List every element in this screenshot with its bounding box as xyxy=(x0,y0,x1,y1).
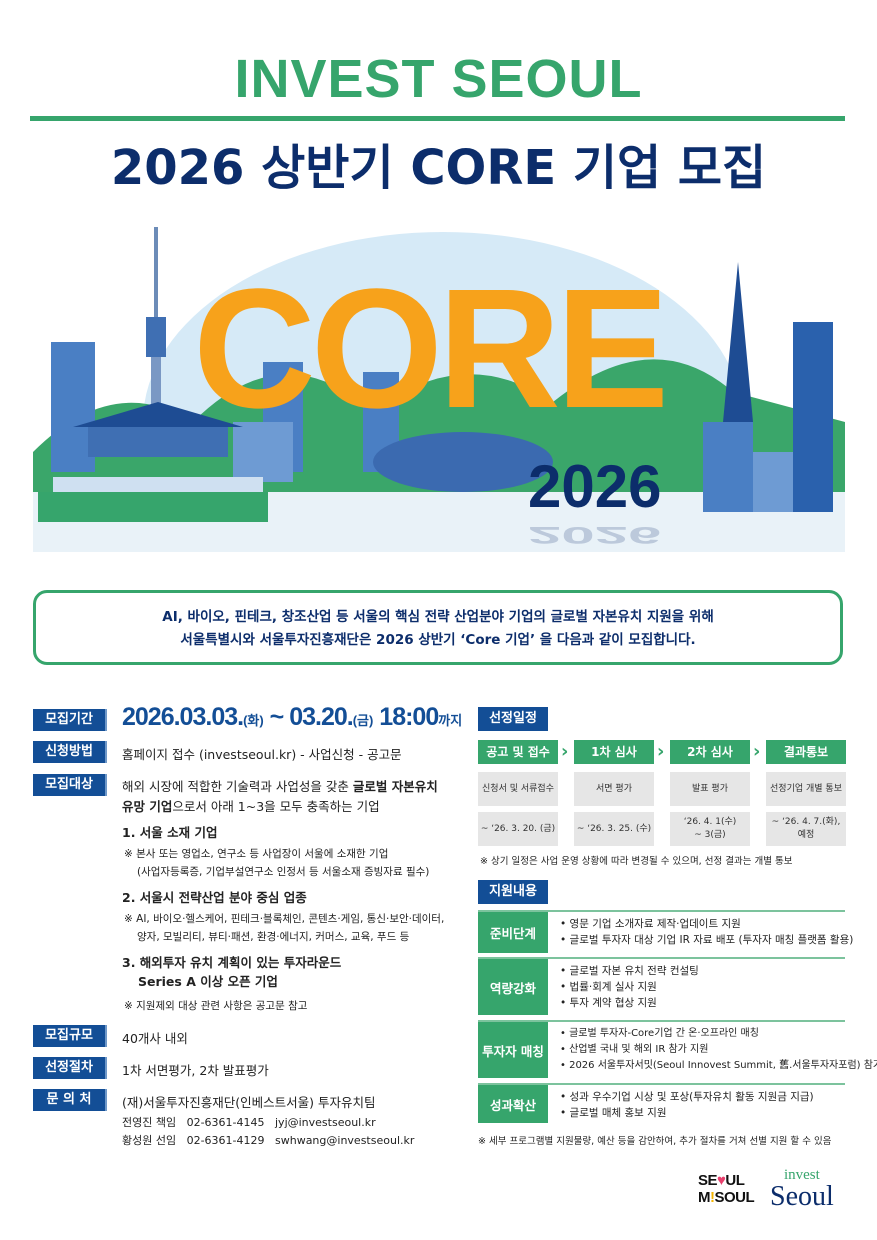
support-row: 성과확산 성과 우수기업 시상 및 포상(투자유치 활동 지원금 지급)글로벌 … xyxy=(478,1083,845,1123)
support-label: 지원내용 xyxy=(478,880,548,904)
year-text: 2026 xyxy=(528,453,661,520)
step-header: 공고 및 접수 xyxy=(478,740,558,764)
step-desc: 신청서 및 서류접수 xyxy=(478,772,558,806)
year-reflection: 2026 xyxy=(528,522,661,549)
step-header: 2차 심사 xyxy=(670,740,750,764)
intro-box: AI, 바이오, 핀테크, 창조산업 등 서울의 핵심 전략 산업분야 기업의 … xyxy=(33,590,843,665)
target-line-2: 유망 기업으로서 아래 1~3을 모두 충족하는 기업 xyxy=(122,799,380,814)
divider xyxy=(30,116,845,121)
step-desc: 선정기업 개별 통보 xyxy=(766,772,846,806)
palace xyxy=(38,402,268,522)
step-desc: 서면 평가 xyxy=(574,772,654,806)
period-start: 2026.03.03. xyxy=(122,703,244,731)
method-label: 신청방법 xyxy=(33,741,107,763)
procedure-label: 선정절차 xyxy=(33,1057,107,1079)
namsan-tower xyxy=(146,227,166,427)
step-date: ~ ‘26. 4. 7.(화), 예정 xyxy=(766,812,846,846)
support-row-label: 준비단계 xyxy=(478,912,548,953)
period-label: 모집기간 xyxy=(33,709,107,731)
schedule-label: 선정일정 xyxy=(478,707,548,731)
buildings xyxy=(51,262,833,512)
criterion-1: 1. 서울 소재 기업 xyxy=(122,825,218,840)
method-text: 홈페이지 접수 (investseoul.kr) - 사업신청 - 공고문 xyxy=(122,747,402,762)
criterion-1-note: ※ 본사 또는 영업소, 연구소 등 사업장이 서울에 소재한 기업 xyxy=(124,848,389,860)
support-row: 준비단계 영문 기업 소개자료 제작·업데이트 지원글로벌 투자자 대상 기업 … xyxy=(478,910,853,953)
brand-title: INVEST SEOUL xyxy=(234,49,643,109)
support-note: ※ 세부 프로그램별 지원물량, 예산 등을 감안하여, 추가 절차를 거쳐 선… xyxy=(478,1136,832,1147)
support-row: 투자자 매칭 글로벌 투자자-Core기업 간 온·오프라인 매칭산업별 국내 … xyxy=(478,1020,877,1078)
procedure-text: 1차 서면평가, 2차 발표평가 xyxy=(122,1063,269,1078)
period-end: 03.20. xyxy=(289,703,354,731)
target-label: 모집대상 xyxy=(33,774,107,796)
criterion-2-note: 양자, 모빌리티, 뷰티·패션, 환경·에너지, 커머스, 교육, 푸드 등 xyxy=(137,931,410,943)
dongdaemun-plaza xyxy=(373,432,553,492)
scale-text: 40개사 내외 xyxy=(122,1031,188,1046)
intro-line: 서울특별시와 서울투자진흥재단은 2026 상반기 ‘Core 기업’ 을 다음… xyxy=(180,632,696,648)
support-row-label: 성과확산 xyxy=(478,1085,548,1123)
schedule-note: ※ 상기 일정은 사업 운영 상황에 따라 변경될 수 있으며, 선정 결과는 … xyxy=(480,856,793,867)
criterion-3-cont: Series A 이상 오픈 기업 xyxy=(138,974,278,989)
chevron-right-icon: › xyxy=(753,741,761,762)
core-text: CORE xyxy=(193,254,664,444)
support-row-label: 역량강화 xyxy=(478,959,548,1015)
chevron-right-icon: › xyxy=(657,741,665,762)
scale-label: 모집규모 xyxy=(33,1025,107,1047)
invest-seoul-logo: invest Seoul xyxy=(770,1167,834,1212)
support-items: 성과 우수기업 시상 및 포상(투자유치 활동 지원금 지급)글로벌 매체 홍보… xyxy=(560,1089,814,1121)
criterion-2-note: ※ AI, 바이오·헬스케어, 핀테크·블록체인, 콘텐츠·게임, 통신·보안·… xyxy=(124,913,445,925)
hero-illustration: CORE 2026 2026 xyxy=(33,222,845,552)
target-footnote: ※ 지원제외 대상 관련 사항은 공고문 참고 xyxy=(124,1000,308,1012)
step-header: 결과통보 xyxy=(766,740,846,764)
intro-line: AI, 바이오, 핀테크, 창조산업 등 서울의 핵심 전략 산업분야 기업의 … xyxy=(162,609,714,625)
contact-label: 문 의 처 xyxy=(33,1089,107,1111)
period-value: 2026.03.03.(화) ~ 03.20.(금) 18:00까지 xyxy=(122,703,462,732)
support-items: 글로벌 투자자-Core기업 간 온·오프라인 매칭산업별 국내 및 해외 IR… xyxy=(560,1026,877,1074)
criterion-1-note: (사업자등록증, 기업부설연구소 인정서 등 서울소재 증빙자료 필수) xyxy=(137,866,430,878)
target-line-1: 해외 시장에 적합한 기술력과 사업성을 갖춘 글로벌 자본유치 xyxy=(122,779,438,794)
page-title: 2026 상반기 CORE 기업 모집 xyxy=(110,140,767,196)
criterion-3: 3. 해외투자 유치 계획이 있는 투자라운드 xyxy=(122,955,342,970)
period-end-day: (금) xyxy=(352,713,374,728)
support-row-label: 투자자 매칭 xyxy=(478,1022,548,1078)
contact-person: 전영진 책임 02-6361-4145 jyj@investseoul.kr xyxy=(122,1116,376,1129)
contact-person: 황성원 선임 02-6361-4129 swhwang@investseoul.… xyxy=(122,1134,415,1147)
step-date: ‘26. 4. 1(수) ~ 3(금) xyxy=(670,812,750,846)
step-date: ~ ‘26. 3. 25. (수) xyxy=(574,812,654,846)
period-start-day: (화) xyxy=(243,713,264,728)
seoul-my-soul-logo: SE♥UL M!SOUL xyxy=(698,1172,755,1206)
step-header: 1차 심사 xyxy=(574,740,654,764)
support-items: 영문 기업 소개자료 제작·업데이트 지원글로벌 투자자 대상 기업 IR 자료… xyxy=(560,916,854,948)
criterion-2: 2. 서울시 전략산업 분야 중심 업종 xyxy=(122,890,307,905)
contact-org: (재)서울투자진흥재단(인베스트서울) 투자유치팀 xyxy=(122,1095,376,1110)
chevron-right-icon: › xyxy=(561,741,569,762)
period-time: 18:00 xyxy=(373,703,439,731)
period-until: 까지 xyxy=(438,713,463,728)
step-date: ~ ‘26. 3. 20. (금) xyxy=(478,812,558,846)
step-desc: 발표 평가 xyxy=(670,772,750,806)
period-sep: ~ xyxy=(263,703,290,731)
